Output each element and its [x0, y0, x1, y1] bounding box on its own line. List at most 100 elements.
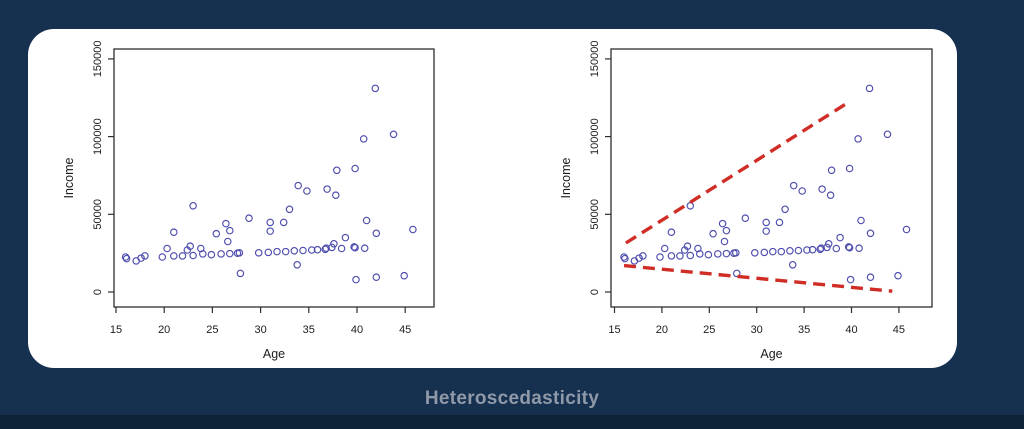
- data-point: [332, 191, 340, 199]
- plots-card: 15 20 25 30 35 40 45 0 50000 100000 150000 Age Incom…: [28, 29, 957, 368]
- data-point: [360, 244, 369, 252]
- data-point: [827, 166, 836, 175]
- data-point: [722, 226, 731, 235]
- data-point: [718, 219, 727, 228]
- x-tick-label: 30: [254, 324, 266, 336]
- data-point: [341, 233, 350, 242]
- x-tick-label: 40: [845, 324, 857, 336]
- data-point: [281, 247, 290, 256]
- x-tick-label: 15: [608, 324, 620, 336]
- y-axis-title: Income: [559, 157, 573, 198]
- data-point: [178, 252, 187, 260]
- scatter-plot-left: 15 20 25 30 35 40 45 0 50000 100000 150000 Age Incom…: [62, 41, 435, 361]
- data-point: [732, 249, 740, 257]
- data-point: [817, 244, 825, 252]
- data-point: [266, 227, 274, 235]
- x-axis-title: Age: [263, 347, 285, 361]
- data-point: [836, 233, 844, 242]
- data-point: [709, 229, 717, 238]
- data-point: [769, 247, 777, 256]
- data-point: [158, 253, 167, 261]
- plot-frame: [610, 48, 933, 308]
- data-point: [337, 244, 346, 253]
- data-point: [285, 205, 294, 214]
- data-point: [798, 187, 806, 195]
- data-point: [333, 166, 341, 175]
- data-point: [313, 245, 322, 254]
- data-point: [635, 254, 643, 262]
- data-point: [714, 250, 722, 258]
- data-point: [722, 249, 731, 258]
- plot-frame: [113, 48, 435, 308]
- data-point: [826, 191, 835, 199]
- x-tick-label: 15: [110, 324, 122, 336]
- data-point: [236, 269, 245, 278]
- data-point: [235, 249, 244, 257]
- data-point: [245, 214, 253, 222]
- data-point: [751, 249, 759, 257]
- data-point: [855, 244, 863, 252]
- data-point: [844, 243, 853, 251]
- data-point: [824, 240, 833, 248]
- data-point: [189, 251, 197, 260]
- data-point: [720, 237, 729, 246]
- data-point: [845, 164, 854, 173]
- x-tick-label: 45: [893, 324, 905, 336]
- data-point: [122, 254, 131, 263]
- data-point: [621, 254, 629, 263]
- data-point: [254, 249, 263, 257]
- data-point: [290, 247, 299, 255]
- data-point: [902, 225, 911, 234]
- x-tick-label: 30: [751, 324, 763, 336]
- data-point: [865, 84, 874, 93]
- x-tick-label: 35: [303, 324, 315, 336]
- y-tick-label: 0: [92, 289, 104, 295]
- variance-bound-line: [623, 263, 893, 293]
- data-point: [788, 261, 797, 269]
- data-point: [273, 247, 281, 256]
- variance-bound-line: [624, 100, 851, 245]
- y-tick-label: 50000: [589, 199, 601, 230]
- bottom-strip: [0, 415, 1024, 429]
- data-point: [321, 245, 329, 254]
- data-point: [322, 244, 330, 252]
- data-point: [808, 245, 817, 254]
- scatter-plots-canvas: 15 20 25 30 35 40 45 0 50000 100000 150000 Age Incom…: [62, 41, 933, 361]
- data-point: [226, 249, 234, 258]
- data-point: [294, 181, 302, 190]
- data-point: [818, 185, 826, 193]
- data-point: [854, 135, 862, 143]
- data-point: [266, 218, 274, 227]
- y-tick-label: 50000: [92, 199, 104, 230]
- x-axis-title: Age: [760, 347, 782, 361]
- data-point: [217, 250, 225, 258]
- y-tick-label: 150000: [92, 41, 104, 78]
- x-tick-label: 40: [351, 324, 363, 336]
- data-point: [170, 228, 178, 236]
- data-point: [741, 214, 750, 222]
- y-axis-title: Income: [62, 157, 76, 198]
- data-point: [786, 247, 794, 255]
- data-point: [676, 252, 684, 260]
- data-point: [696, 250, 704, 258]
- data-point: [121, 253, 130, 261]
- data-point: [359, 135, 368, 143]
- data-point: [371, 84, 380, 93]
- data-point: [857, 216, 865, 225]
- data-point: [894, 271, 902, 280]
- data-point: [816, 245, 824, 254]
- data-point: [762, 227, 770, 235]
- data-point: [760, 248, 769, 257]
- data-point: [352, 275, 360, 284]
- data-point: [330, 240, 338, 248]
- data-point: [639, 252, 647, 260]
- data-point: [683, 242, 692, 250]
- data-point: [656, 253, 664, 261]
- y-tick-label: 150000: [589, 41, 601, 78]
- data-point: [264, 248, 273, 257]
- data-point: [789, 181, 798, 190]
- data-point: [409, 225, 417, 234]
- data-point: [733, 269, 741, 278]
- data-point: [351, 164, 359, 173]
- data-point: [667, 252, 676, 260]
